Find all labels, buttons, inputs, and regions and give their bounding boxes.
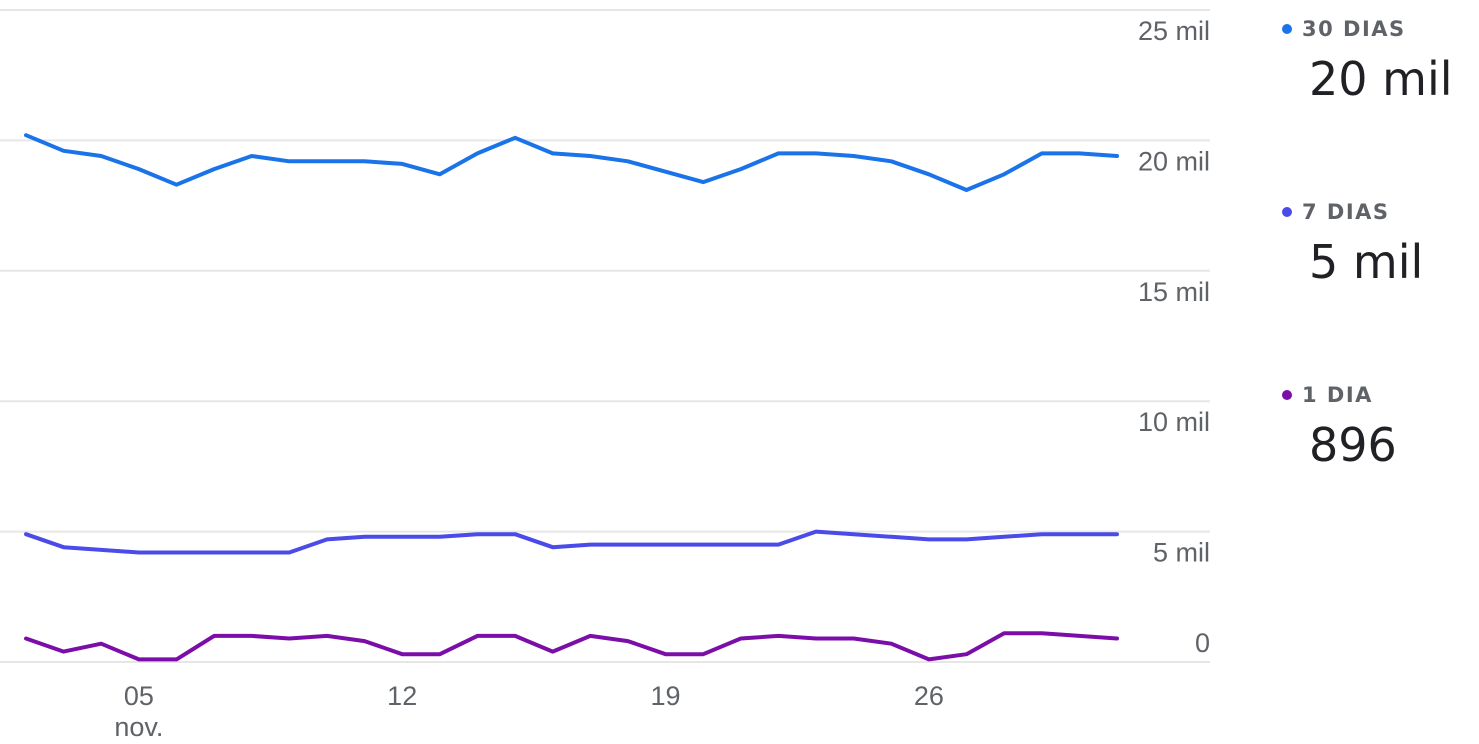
series-line-7-dias: [24, 529, 1119, 555]
y-tick-label: 5 mil: [1153, 538, 1210, 568]
x-tick-label: 05: [124, 681, 154, 711]
legend-dot-icon: [1282, 390, 1292, 400]
series-line-1-dia: [24, 631, 1119, 662]
legend-item-7-days: 7 DIAS 5 mil: [1282, 197, 1423, 289]
series-lines: [24, 133, 1119, 662]
legend-value: 20 mil: [1309, 52, 1453, 106]
y-tick-label: 15 mil: [1138, 277, 1210, 307]
legend-value: 896: [1309, 418, 1397, 472]
legend-item-1-day: 1 DIA 896: [1282, 380, 1397, 472]
y-tick-label: 0: [1195, 628, 1210, 658]
legend-value: 5 mil: [1309, 235, 1424, 289]
legend-label: 7 DIAS: [1302, 200, 1390, 224]
x-tick-label: 26: [914, 681, 944, 711]
y-tick-label: 25 mil: [1138, 16, 1210, 46]
x-tick-month-label: nov.: [114, 712, 163, 742]
legend-dot-icon: [1282, 24, 1292, 34]
y-tick-label: 10 mil: [1138, 407, 1210, 437]
y-axis-ticks: 25 mil 20 mil 15 mil 10 mil 5 mil 0: [1138, 16, 1210, 658]
legend-label: 30 DIAS: [1302, 17, 1406, 41]
series-line-30-dias: [24, 133, 1119, 192]
legend-item-30-days: 30 DIAS 20 mil: [1282, 14, 1453, 106]
legend-dot-icon: [1282, 207, 1292, 217]
x-tick-label: 19: [651, 681, 681, 711]
x-tick-label: 12: [387, 681, 417, 711]
y-tick-label: 20 mil: [1138, 146, 1210, 176]
legend-label: 1 DIA: [1302, 383, 1373, 407]
grid-lines: [0, 9, 1210, 663]
